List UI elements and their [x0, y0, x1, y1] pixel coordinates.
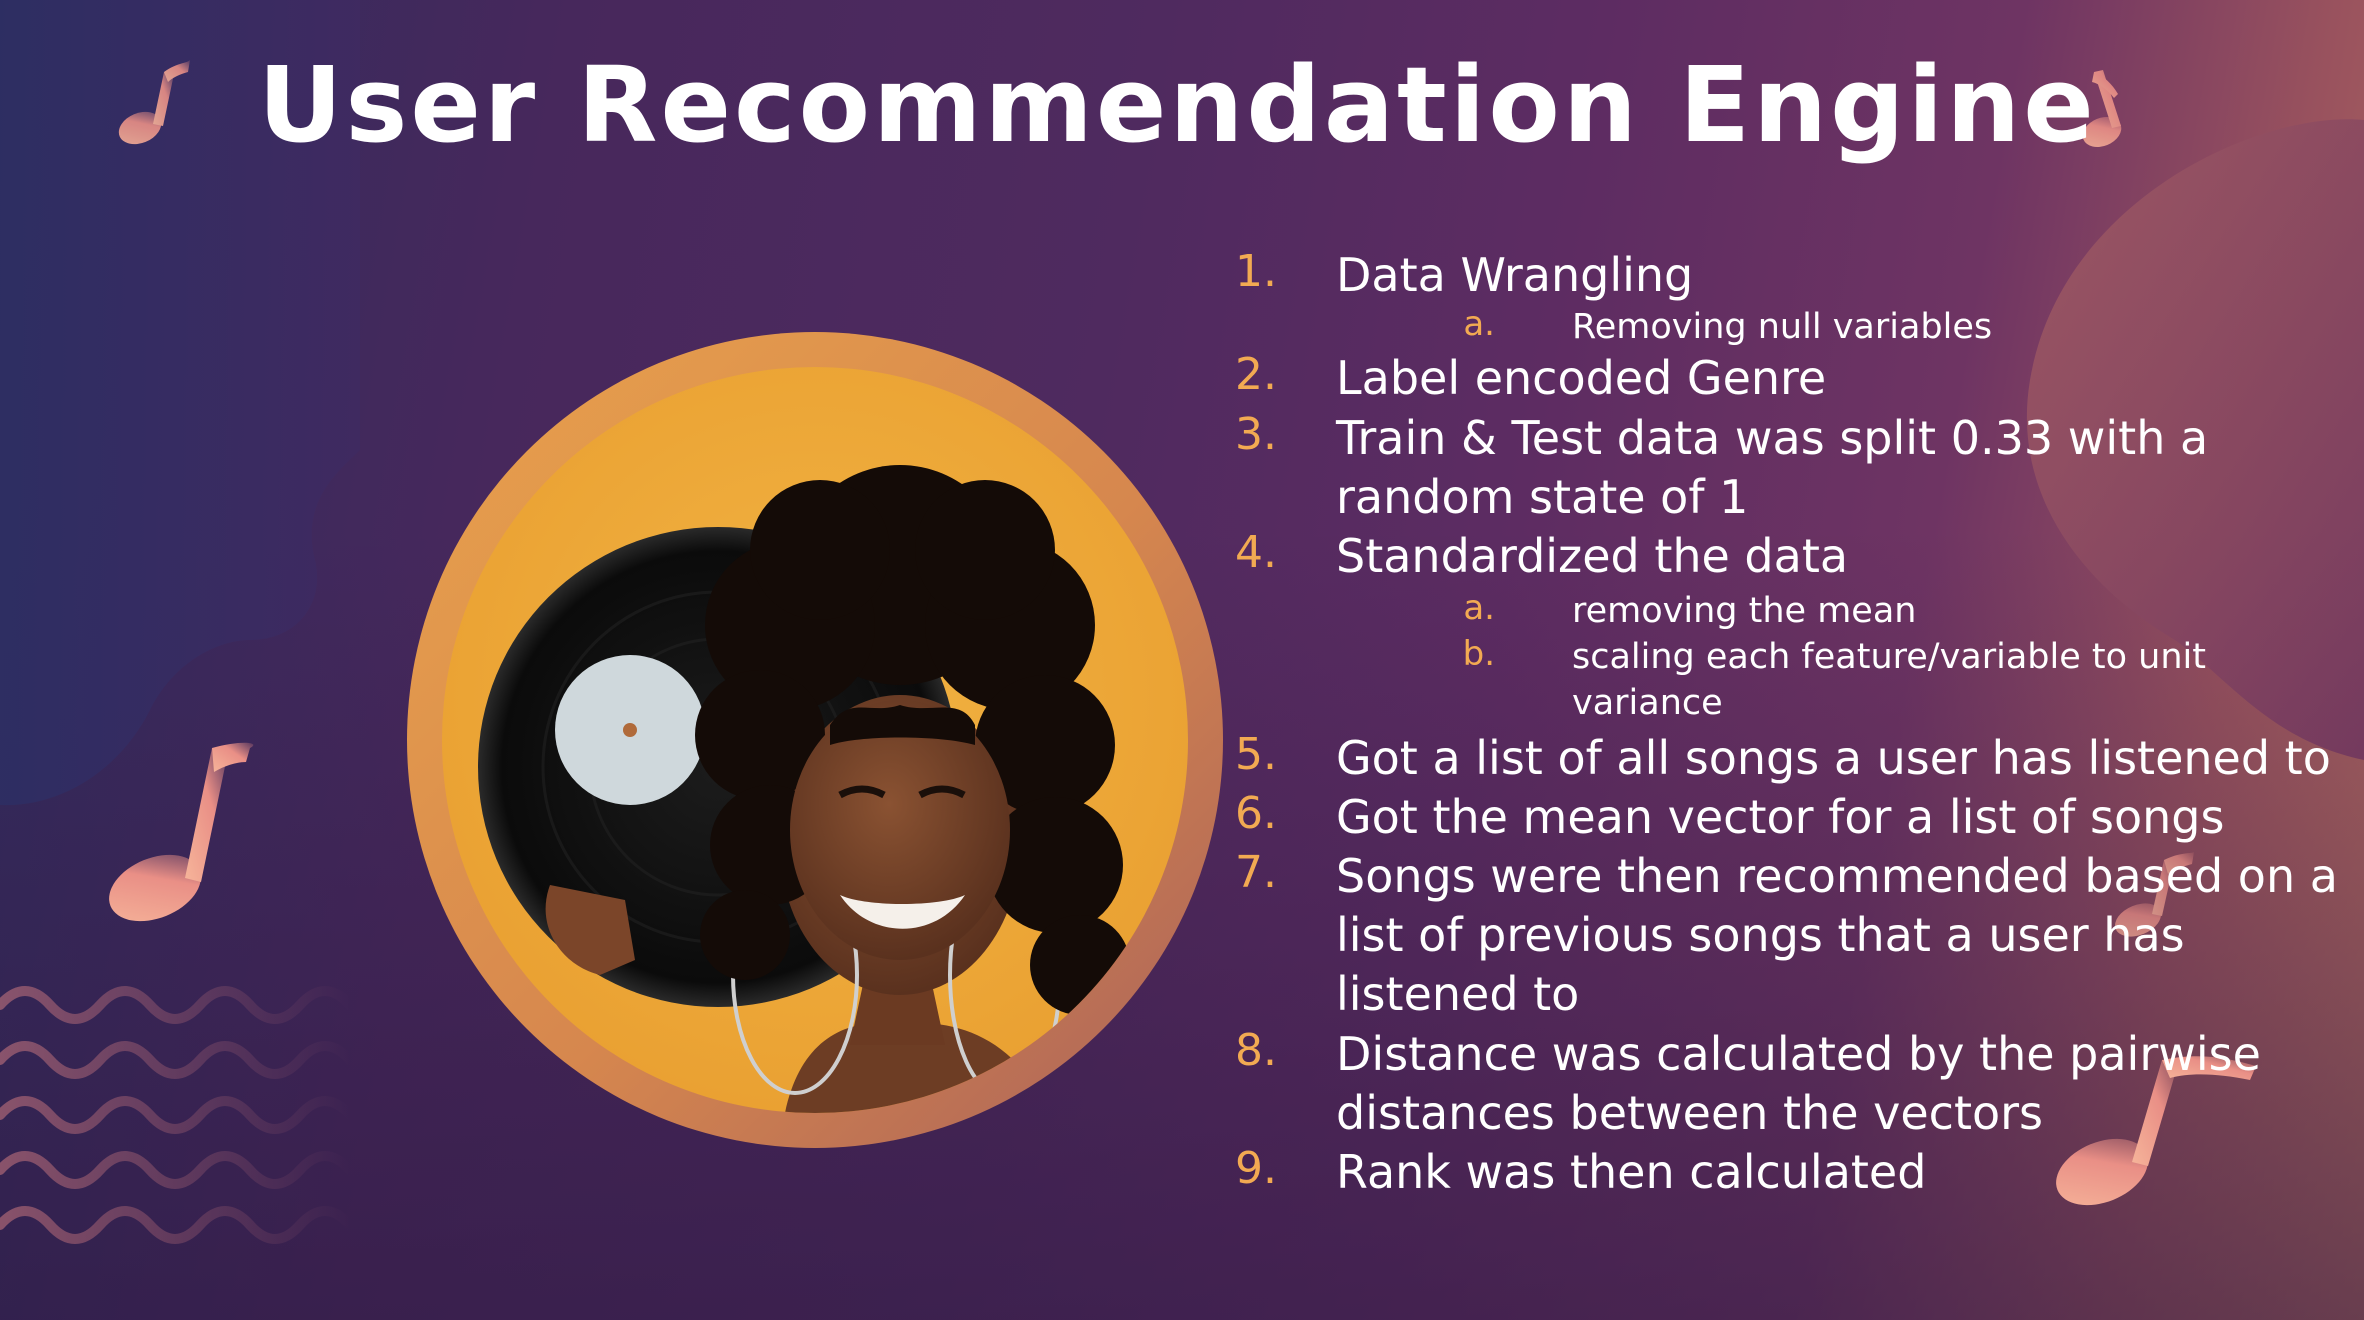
list-text: Distance was calculated by the pairwise …: [1336, 1027, 2261, 1140]
shoulders: [780, 1023, 1060, 1113]
music-note-icon: [2115, 852, 2194, 937]
music-note-icon: [118, 60, 190, 145]
list-text: Got a list of all songs a user has liste…: [1336, 731, 2331, 785]
list-text: Rank was then calculated: [1336, 1145, 1927, 1199]
list-text: Standardized the data: [1336, 529, 1849, 583]
list-text: Songs were then recommended based on a l…: [1336, 849, 2338, 1021]
sub-list-letter: a.: [1463, 304, 1495, 344]
steps-list: 1. Data Wrangling a. Removing null variable…: [1185, 0, 2355, 1320]
list-number: 5.: [1235, 729, 1277, 780]
left-cloud-shape: [0, 0, 360, 806]
sub-list-letter: b.: [1462, 634, 1495, 674]
list-text: Data Wrangling: [1336, 248, 1694, 302]
slide-title: User Recommendation Engine: [258, 44, 2097, 166]
sub-list-text: Removing null variables: [1572, 307, 1993, 347]
list-text: Got the mean vector for a list of songs: [1336, 790, 2225, 844]
list-number: 1.: [1235, 246, 1277, 297]
list-text: Label encoded Genre: [1336, 351, 1827, 405]
list-text: Train & Test data was split 0.33 with a …: [1336, 411, 2209, 524]
list-number: 4.: [1235, 527, 1277, 578]
right-cloud-shape: [2026, 119, 2364, 760]
portrait-photo: [407, 332, 1223, 1148]
music-note-icon: [2056, 1056, 2256, 1206]
wave-pattern: [0, 986, 355, 1244]
hand: [545, 885, 635, 975]
sub-list-letter: a.: [1463, 588, 1495, 628]
list-number: 2.: [1235, 349, 1277, 400]
sub-list-text: scaling each feature/variable to unit va…: [1572, 637, 2206, 723]
list-number: 6.: [1235, 788, 1277, 839]
music-note-icon: [2082, 70, 2122, 147]
music-note-icon: [109, 742, 254, 922]
sub-list-text: removing the mean: [1572, 591, 1917, 631]
list-number: 9.: [1235, 1143, 1277, 1194]
list-number: 8.: [1235, 1025, 1277, 1076]
list-number: 3.: [1235, 409, 1277, 460]
list-number: 7.: [1235, 847, 1277, 898]
